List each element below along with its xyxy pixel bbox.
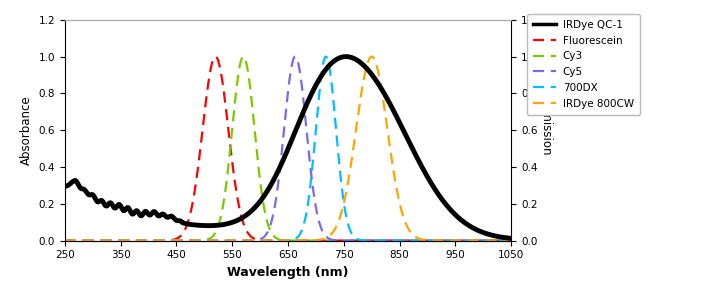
- Legend: IRDye QC-1, Fluorescein, Cy3, Cy5, 700DX, IRDye 800CW: IRDye QC-1, Fluorescein, Cy3, Cy5, 700DX…: [527, 14, 640, 115]
- X-axis label: Wavelength (nm): Wavelength (nm): [228, 266, 348, 279]
- Y-axis label: Absorbance: Absorbance: [20, 95, 33, 165]
- Y-axis label: Emission: Emission: [539, 104, 552, 156]
